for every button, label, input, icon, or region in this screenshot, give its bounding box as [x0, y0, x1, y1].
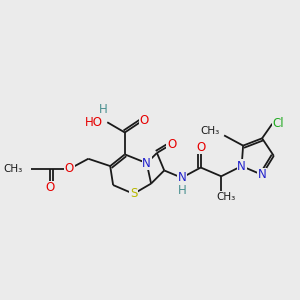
Text: H: H — [98, 103, 107, 116]
Text: N: N — [258, 168, 266, 181]
Text: CH₃: CH₃ — [200, 126, 220, 136]
Text: N: N — [142, 157, 151, 169]
Text: CH₃: CH₃ — [216, 192, 235, 202]
Text: HO: HO — [85, 116, 103, 129]
Text: N: N — [177, 171, 186, 184]
Text: S: S — [130, 187, 137, 200]
Text: O: O — [167, 138, 176, 151]
Text: Cl: Cl — [272, 117, 284, 130]
Text: O: O — [65, 163, 74, 176]
Text: CH₃: CH₃ — [3, 164, 22, 174]
Text: O: O — [139, 114, 148, 127]
Text: N: N — [237, 160, 246, 172]
Text: O: O — [46, 182, 55, 194]
Text: O: O — [196, 141, 206, 154]
Text: H: H — [177, 184, 186, 197]
